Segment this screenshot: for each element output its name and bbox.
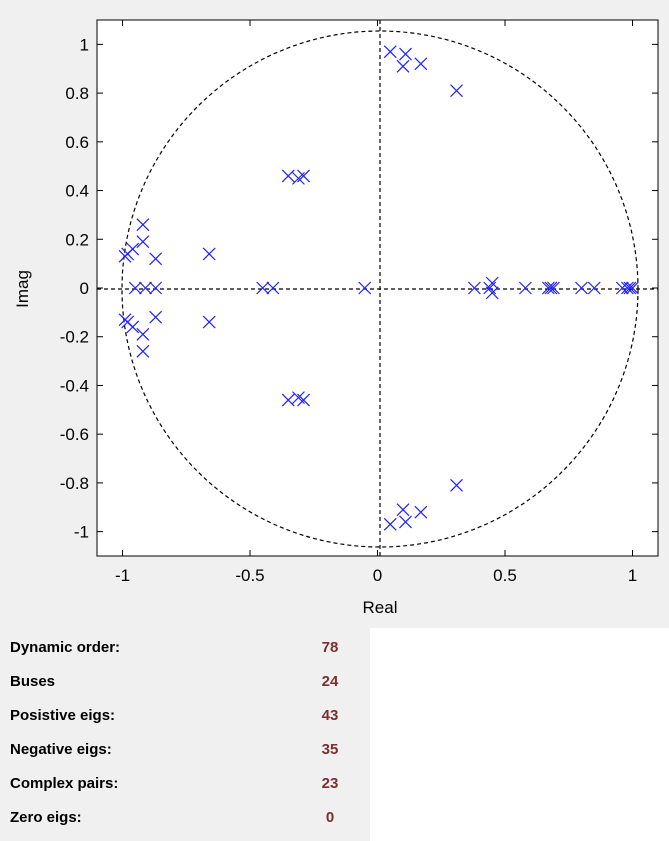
x-tick-label: -1	[115, 566, 130, 585]
stat-row-zero-eigs: Zero eigs: 0	[0, 800, 370, 834]
eigenvalue-marker	[128, 281, 142, 295]
stat-label: Negative eigs:	[10, 741, 112, 758]
stat-value: 24	[321, 673, 339, 690]
stat-label: Posistive eigs:	[10, 707, 116, 724]
eigenvalue-marker	[541, 281, 555, 295]
eigenvalue-marker	[149, 310, 163, 324]
eigenvalue-markers	[118, 45, 639, 531]
eigenvalue-marker	[256, 281, 270, 295]
stat-value: 43	[321, 707, 339, 724]
eigenvalue-marker	[149, 281, 163, 295]
y-tick-label: -0.6	[60, 425, 89, 444]
axis-ticks	[97, 20, 658, 556]
eigenvalue-marker	[297, 169, 310, 183]
x-tick-label: 1	[628, 566, 637, 585]
eigenvalue-marker	[136, 344, 150, 358]
stat-value: 35	[321, 741, 339, 758]
eigenvalue-marker	[358, 281, 372, 295]
eigenvalue-marker	[544, 281, 558, 295]
stat-label: Complex pairs:	[10, 775, 119, 792]
eigenvalue-marker	[547, 281, 560, 295]
y-tick-label: -0.2	[60, 328, 89, 347]
eigenvalue-marker	[450, 478, 463, 492]
stat-row-positive-eigs: Posistive eigs: 43	[0, 698, 370, 732]
x-tick-label: -0.5	[235, 566, 264, 585]
eigenvalue-marker	[623, 281, 637, 295]
eigenvalue-marker	[450, 84, 463, 98]
eigenvalue-marker	[414, 505, 428, 519]
eigenvalue-marker	[266, 281, 280, 295]
stat-label: Zero eigs:	[10, 809, 82, 826]
eigenvalue-marker	[575, 281, 588, 295]
eigenvalue-marker	[414, 57, 428, 71]
y-axis-label: Imag	[13, 270, 32, 308]
y-tick-labels: 1 0.8 0.6 0.4 0.2 0 -0.2 -0.4 -0.6 -0.8 -1	[60, 35, 89, 541]
eigenvalue-marker	[399, 515, 412, 529]
stat-label: Buses	[10, 673, 56, 690]
eigenvalue-marker	[297, 393, 310, 407]
eigenvalue-marker	[383, 45, 397, 59]
stat-row-complex-pairs: Complex pairs: 23	[0, 766, 370, 800]
eigenvalue-marker	[139, 281, 152, 295]
eigenvalue-marker	[626, 281, 639, 295]
y-tick-label: 0.8	[65, 84, 89, 103]
eigenvalue-marker	[587, 281, 601, 295]
eigenvalue-marker	[149, 252, 163, 266]
stats-panel: Dynamic order: 78 Buses 24 Posistive eig…	[0, 628, 370, 841]
eigenvalue-marker	[202, 247, 216, 261]
plot-area	[96, 19, 659, 557]
plot-panel: -1 -0.5 0 0.5 1 1 0.8 0.6 0.4 0.2 0 -0.2 -0.4 -0.6 -0…	[0, 0, 669, 628]
eigenvalue-marker	[467, 281, 481, 295]
stat-value: 23	[321, 775, 339, 792]
x-tick-label: 0	[373, 566, 382, 585]
stat-value: 0	[325, 809, 335, 826]
eigenvalue-marker	[126, 320, 140, 334]
eigenvalue-marker	[281, 169, 295, 183]
x-axis-label: Real	[363, 598, 398, 617]
eigenvalue-marker	[620, 281, 634, 295]
stat-row-dynamic-order: Dynamic order: 78	[0, 630, 370, 664]
eigenvalue-marker	[518, 281, 532, 295]
eigenvalue-marker	[281, 393, 295, 407]
eigenvalue-marker	[136, 218, 150, 232]
y-tick-label: 0.4	[65, 182, 89, 201]
x-tick-labels: -1 -0.5 0 0.5 1	[115, 566, 637, 585]
y-tick-label: 0.2	[65, 230, 89, 249]
y-tick-label: 0.6	[65, 133, 89, 152]
y-tick-label: 0	[80, 279, 89, 298]
eigenvalue-marker	[396, 59, 410, 73]
eigenvalue-marker	[202, 315, 216, 329]
stat-row-buses: Buses 24	[0, 664, 370, 698]
eigenvalue-marker	[399, 47, 412, 61]
y-tick-label: -1	[74, 523, 89, 542]
eigenvalue-marker	[485, 286, 499, 300]
eigenvalue-marker	[136, 235, 150, 249]
eigenvalue-plot: -1 -0.5 0 0.5 1 1 0.8 0.6 0.4 0.2 0 -0.2 -0.4 -0.6 -0…	[13, 19, 659, 617]
x-tick-label: 0.5	[493, 566, 517, 585]
stat-value: 78	[321, 639, 339, 656]
eigenvalue-marker	[396, 503, 410, 517]
y-tick-label: -0.4	[60, 376, 89, 395]
stat-row-negative-eigs: Negative eigs: 35	[0, 732, 370, 766]
eigenvalue-marker	[136, 327, 150, 341]
eigenvalue-marker	[383, 517, 397, 531]
eigenvalue-marker	[485, 276, 499, 290]
stat-label: Dynamic order:	[10, 639, 121, 656]
eigenvalue-marker	[118, 249, 132, 263]
y-tick-label: -0.8	[60, 474, 89, 493]
y-tick-label: 1	[80, 35, 89, 54]
